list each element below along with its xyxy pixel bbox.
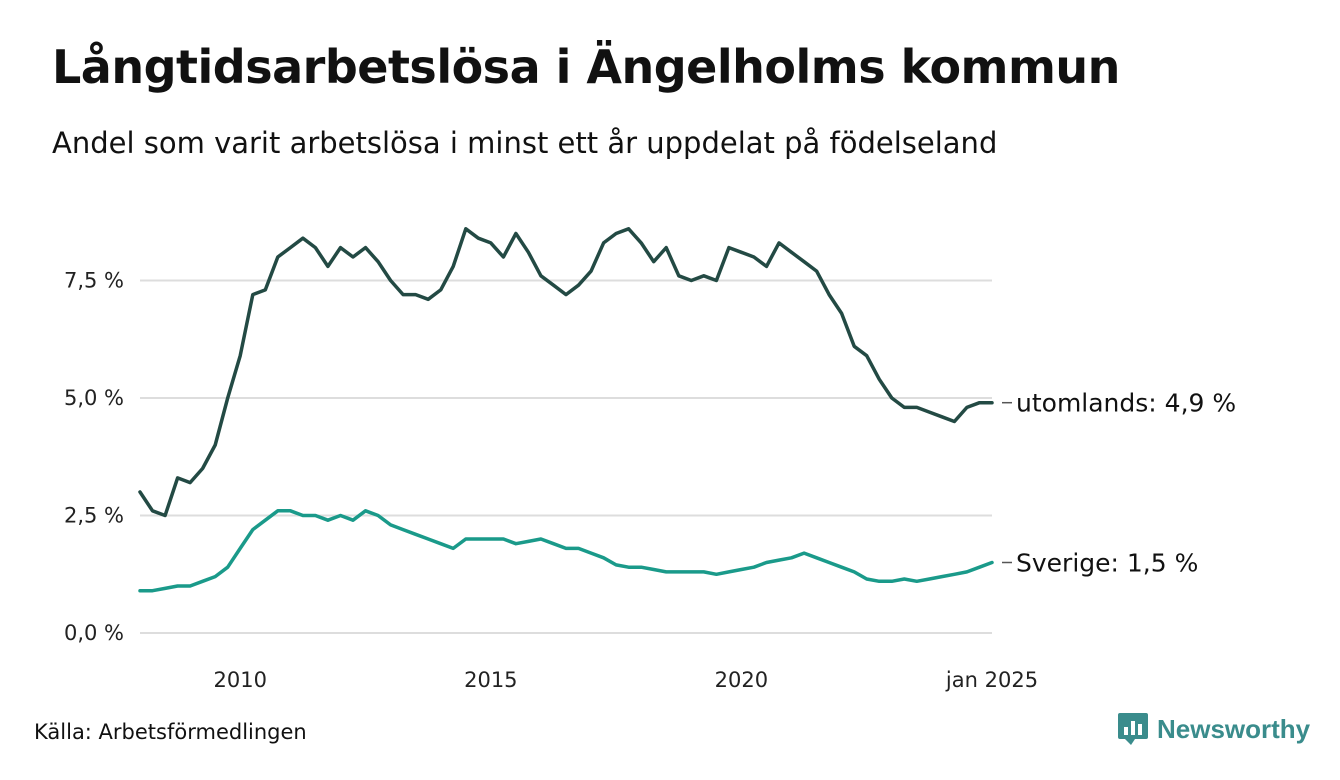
series-line-sverige	[138, 509, 994, 593]
y-tick-label: 0,0 %	[64, 621, 124, 645]
series-line-utomlands	[138, 227, 994, 518]
end-label-utomlands: utomlands: 4,9 %	[1016, 389, 1236, 418]
x-tick-label: 2010	[214, 668, 267, 692]
x-tick-label: 2020	[715, 668, 768, 692]
x-tick-label: jan 2025	[945, 668, 1038, 692]
newsworthy-logo-icon	[1118, 713, 1148, 745]
chart-title: Långtidsarbetslösa i Ängelholms kommun	[52, 40, 1120, 94]
line-chart: 0,0 % 2,5 % 5,0 % 7,5 % 2010 2015 2020 jan 202…	[64, 227, 1236, 692]
x-tick-label: 2015	[464, 668, 517, 692]
brand-name: Newsworthy	[1157, 713, 1311, 744]
source-note: Källa: Arbetsförmedlingen	[34, 720, 307, 744]
y-tick-label: 7,5 %	[64, 269, 124, 293]
y-tick-label: 2,5 %	[64, 504, 124, 528]
chart-subtitle: Andel som varit arbetslösa i minst ett å…	[52, 126, 998, 160]
brand-logo: Newsworthy	[1117, 712, 1310, 746]
y-tick-label: 5,0 %	[64, 386, 124, 410]
end-label-sverige: Sverige: 1,5 %	[1016, 549, 1198, 578]
